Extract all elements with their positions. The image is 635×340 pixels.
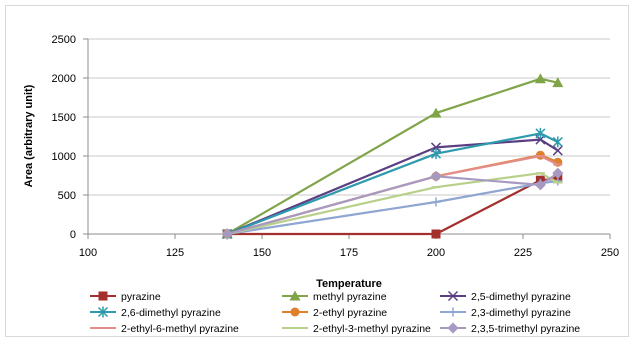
series-8 bbox=[221, 167, 564, 240]
legend-item-3: 2,6-dimethyl pyrazine bbox=[90, 306, 221, 319]
legend-item-0: pyrazine bbox=[90, 291, 161, 303]
legend-item-7: 2-ethyl-3-methyl pyrazine bbox=[282, 323, 431, 335]
legend-item-6: 2-ethyl-6-methyl pyrazine bbox=[90, 323, 239, 335]
legend-label-8: 2,3,5-trimethyl pyrazine bbox=[471, 323, 580, 335]
y-tick-label-500: 500 bbox=[58, 190, 76, 202]
series-line-1 bbox=[226, 77, 559, 235]
data-point-1-2 bbox=[534, 73, 546, 84]
legend-item-2: 2,5-dimethyl pyrazine bbox=[440, 290, 571, 303]
chart-frame bbox=[5, 5, 629, 337]
tick-labels: 0 500 1000 1500 2000 2500 100 125 150 175 200 225 25… bbox=[52, 34, 620, 259]
legend-item-8: 2,3,5-trimethyl pyrazine bbox=[440, 322, 580, 335]
data-point-3-1 bbox=[430, 148, 442, 160]
y-tick-label-1500: 1500 bbox=[52, 112, 76, 124]
y-tick-label-2500: 2500 bbox=[52, 34, 76, 46]
legend-label-1: methyl pyrazine bbox=[313, 291, 387, 303]
legend-label-2: 2,5-dimethyl pyrazine bbox=[471, 291, 571, 303]
x-tick-label-200: 200 bbox=[427, 247, 445, 259]
legend-swatch-marker-2 bbox=[447, 290, 459, 302]
data-point-2-3 bbox=[552, 145, 563, 156]
data-point-8-3 bbox=[552, 167, 564, 179]
x-tick-label-225: 225 bbox=[514, 247, 532, 259]
legend-label-0: pyrazine bbox=[121, 291, 161, 303]
data-point-8-1 bbox=[430, 170, 442, 182]
legend-item-5: 2,3-dimethyl pyrazine bbox=[440, 307, 571, 319]
x-tick-label-150: 150 bbox=[253, 247, 271, 259]
data-point-8-0 bbox=[221, 228, 233, 240]
y-tick-label-0: 0 bbox=[70, 229, 76, 241]
x-tick-label-250: 250 bbox=[601, 247, 619, 259]
x-tick-label-175: 175 bbox=[340, 247, 358, 259]
gridlines bbox=[88, 38, 610, 196]
data-point-5-1 bbox=[431, 197, 441, 207]
y-axis-title: Area (arbitrary unit) bbox=[23, 84, 35, 187]
legend-label-7: 2-ethyl-3-methyl pyrazine bbox=[313, 323, 431, 335]
legend-swatch-marker-3 bbox=[97, 306, 109, 318]
legend-label-6: 2-ethyl-6-methyl pyrazine bbox=[121, 323, 239, 335]
legend-label-4: 2-ethyl pyrazine bbox=[313, 307, 387, 319]
data-point-0-1 bbox=[431, 229, 441, 239]
series-layer bbox=[221, 73, 564, 240]
data-point-1-1 bbox=[430, 107, 442, 118]
legend-label-3: 2,6-dimethyl pyrazine bbox=[121, 307, 221, 319]
legend-label-5: 2,3-dimethyl pyrazine bbox=[471, 307, 571, 319]
x-tick-label-100: 100 bbox=[79, 247, 97, 259]
y-tick-label-1000: 1000 bbox=[52, 151, 76, 163]
series-3 bbox=[222, 127, 563, 240]
series-line-3 bbox=[226, 132, 559, 236]
data-point-3-3 bbox=[552, 136, 563, 148]
x-axis-title: Temperature bbox=[316, 278, 382, 290]
x-tick-label-125: 125 bbox=[166, 247, 184, 259]
series-line-5 bbox=[227, 179, 558, 236]
axes bbox=[83, 38, 611, 239]
data-point-8-2 bbox=[534, 179, 546, 191]
legend-swatch-marker-4 bbox=[290, 307, 300, 317]
data-point-3-2 bbox=[535, 127, 546, 139]
legend: pyrazine methyl pyrazine 2,5-dimethyl pyra… bbox=[90, 290, 580, 335]
legend-swatch-marker-1 bbox=[289, 290, 301, 301]
legend-swatch-marker-8 bbox=[447, 322, 459, 334]
legend-item-4: 2-ethyl pyrazine bbox=[282, 307, 387, 319]
y-tick-label-2000: 2000 bbox=[52, 73, 76, 85]
legend-swatch-marker-0 bbox=[98, 291, 108, 301]
legend-item-1: methyl pyrazine bbox=[282, 290, 387, 303]
series-line-8 bbox=[226, 172, 559, 236]
data-point-1-3 bbox=[552, 77, 564, 88]
legend-swatch-marker-5 bbox=[448, 307, 458, 317]
